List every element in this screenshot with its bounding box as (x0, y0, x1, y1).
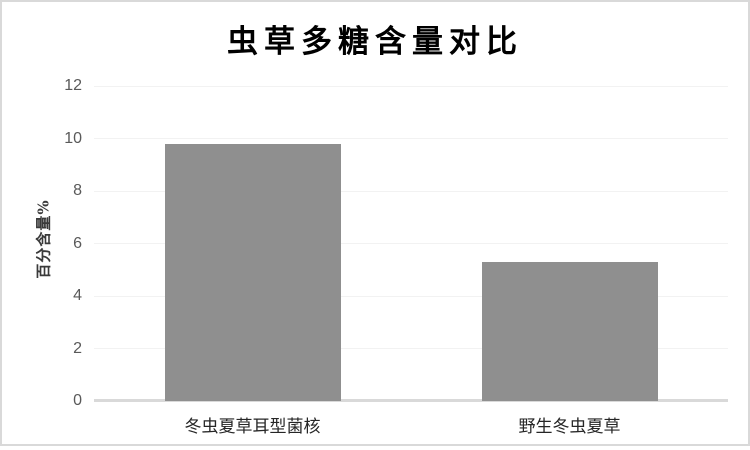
y-tick-label: 0 (73, 392, 82, 409)
category-label: 冬虫夏草耳型菌核 (184, 417, 321, 437)
category-label: 野生冬虫夏草 (518, 417, 621, 437)
bar-2 (481, 261, 658, 401)
gridline (94, 243, 728, 244)
gridline (94, 348, 728, 349)
gridline (94, 295, 728, 297)
gridline (94, 190, 728, 192)
y-tick-label: 6 (73, 234, 82, 252)
gridline (94, 138, 728, 139)
gridline (94, 85, 728, 87)
y-tick-label: 12 (64, 77, 82, 94)
x-axis-line (94, 399, 728, 402)
y-tick-label: 10 (64, 129, 82, 147)
category-labels: 冬虫夏草耳型菌核 野生冬虫夏草 (94, 412, 728, 438)
bar-1 (164, 143, 341, 401)
y-tick-label: 8 (73, 182, 82, 199)
y-tick-labels: 0 2 4 6 8 10 12 (2, 77, 82, 409)
chart-title: 虫草多糖含量对比 (227, 24, 523, 60)
plot-area (94, 85, 728, 402)
y-tick-label: 4 (73, 287, 82, 304)
y-tick-label: 2 (73, 339, 82, 357)
